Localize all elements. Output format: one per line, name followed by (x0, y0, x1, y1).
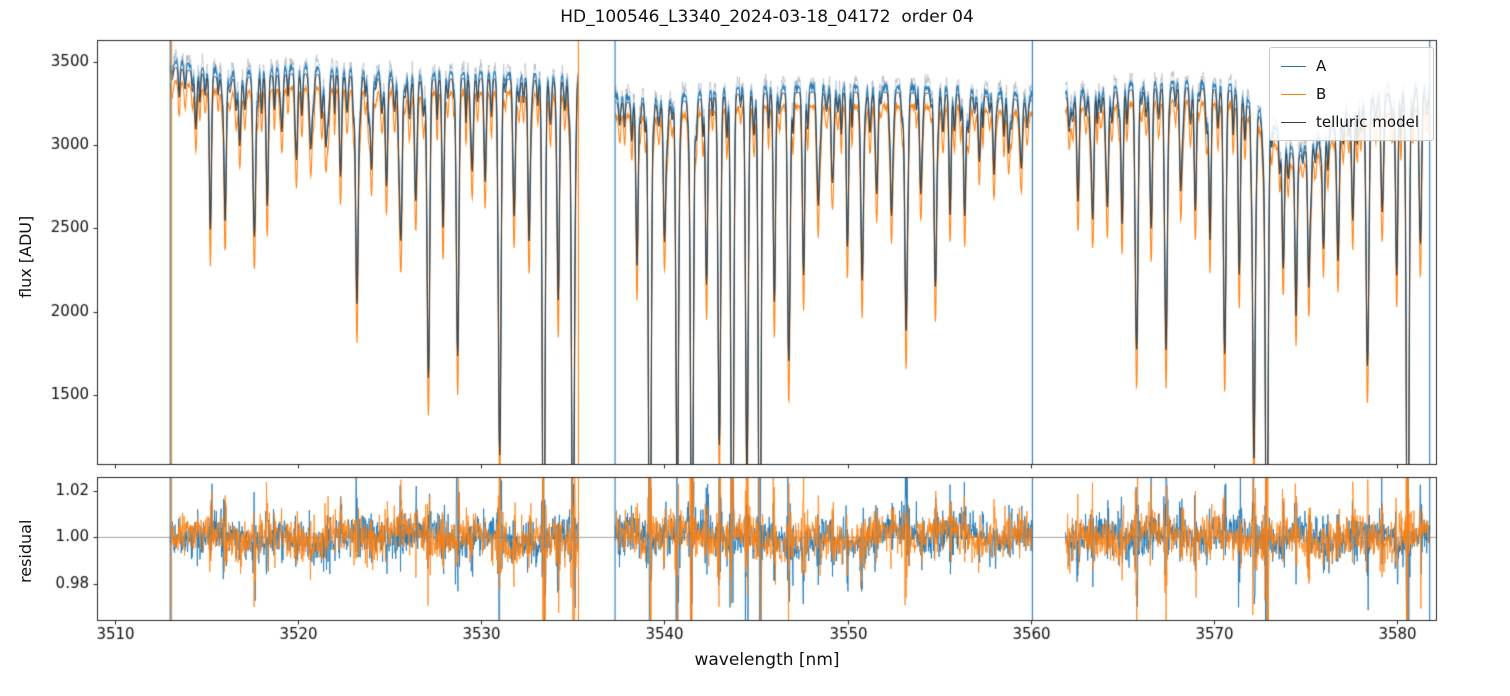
legend-label: telluric model (1315, 113, 1419, 131)
chart-title: HD_100546_L3340_2024-03-18_04172 order 0… (560, 7, 974, 27)
legend-item-A: A (1280, 57, 1419, 75)
wavelength-axis-label: wavelength [nm] (694, 650, 840, 670)
flux-axis-label: flux [ADU] (16, 215, 35, 298)
legend-label: B (1315, 85, 1327, 103)
legend-label: A (1315, 57, 1327, 75)
legend-item-telluric-model: telluric model (1280, 113, 1419, 131)
legend-item-B: B (1280, 85, 1419, 103)
legend-swatch-telluric-model (1280, 121, 1306, 123)
legend-swatch-A (1280, 65, 1306, 67)
legend-swatch-B (1280, 93, 1306, 95)
residual-axis-label: residual (16, 519, 35, 583)
